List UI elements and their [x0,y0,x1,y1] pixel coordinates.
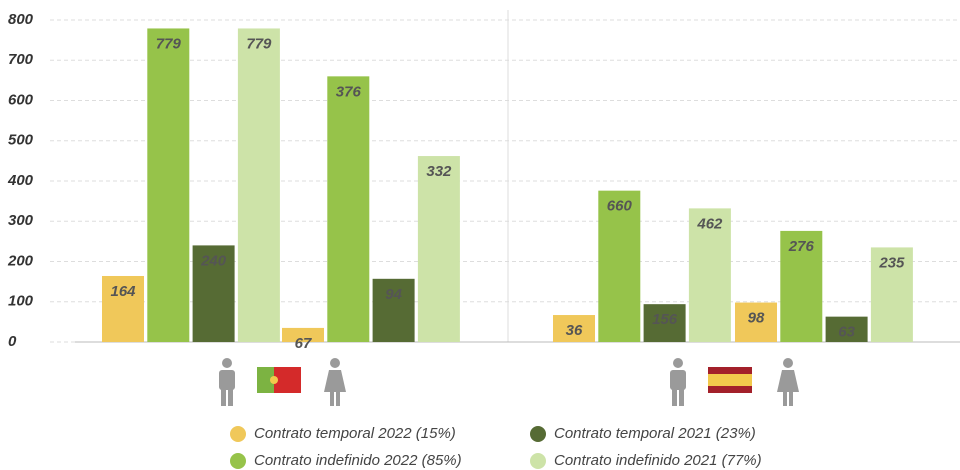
y-tick-label: 100 [8,293,34,310]
y-tick-label: 500 [8,132,34,149]
bar-label: 98 [748,310,765,327]
flag-spain [708,367,752,393]
legend-label: Contrato indefinido 2021 (77%) [554,452,762,469]
y-tick-label: 800 [8,11,34,28]
y-tick-label: 400 [7,172,34,189]
woman-icon [777,358,799,406]
bar-label: 462 [696,215,723,232]
y-tick-label: 300 [8,212,34,229]
bar-label: 235 [878,254,905,271]
legend-swatch [230,426,246,442]
bar [780,230,823,342]
bar-label: 36 [566,322,583,339]
bar-label: 94 [385,286,402,303]
bar-label: 332 [426,163,452,180]
bar-label: 660 [607,198,633,215]
bar-label: 164 [110,283,136,300]
bar [102,275,144,342]
bar-label: 67 [295,335,312,352]
bar-label: 779 [246,35,272,52]
bar [598,190,641,342]
bar-label: 240 [200,252,227,269]
flag-portugal [257,367,301,393]
legend-swatch [530,426,546,442]
bar [870,247,913,342]
bar [327,76,370,342]
bar-label: 779 [156,35,182,52]
bar [147,28,190,342]
bar-label: 156 [652,311,678,328]
man-icon [219,358,235,406]
bar [237,28,280,342]
bar [282,327,324,342]
y-tick-label: 0 [8,333,17,350]
legend-swatch [230,453,246,469]
y-tick-label: 700 [8,51,34,68]
bar-label: 63 [838,324,855,341]
bar-label: 276 [788,238,815,255]
y-tick-label: 600 [8,91,34,108]
legend-label: Contrato indefinido 2022 (85%) [254,452,462,469]
bar [735,302,777,342]
bar [417,156,460,342]
bar [553,315,595,342]
bar [825,316,868,342]
bar [372,278,415,342]
man-icon [670,358,686,406]
bar [643,304,686,342]
legend-label: Contrato temporal 2021 (23%) [554,425,756,442]
bar [192,245,235,342]
legend-label: Contrato temporal 2022 (15%) [254,425,456,442]
bar [688,208,731,342]
y-tick-label: 200 [7,252,34,269]
woman-icon [324,358,346,406]
bar-label: 376 [336,83,362,100]
icons [219,358,799,406]
legend-swatch [530,453,546,469]
